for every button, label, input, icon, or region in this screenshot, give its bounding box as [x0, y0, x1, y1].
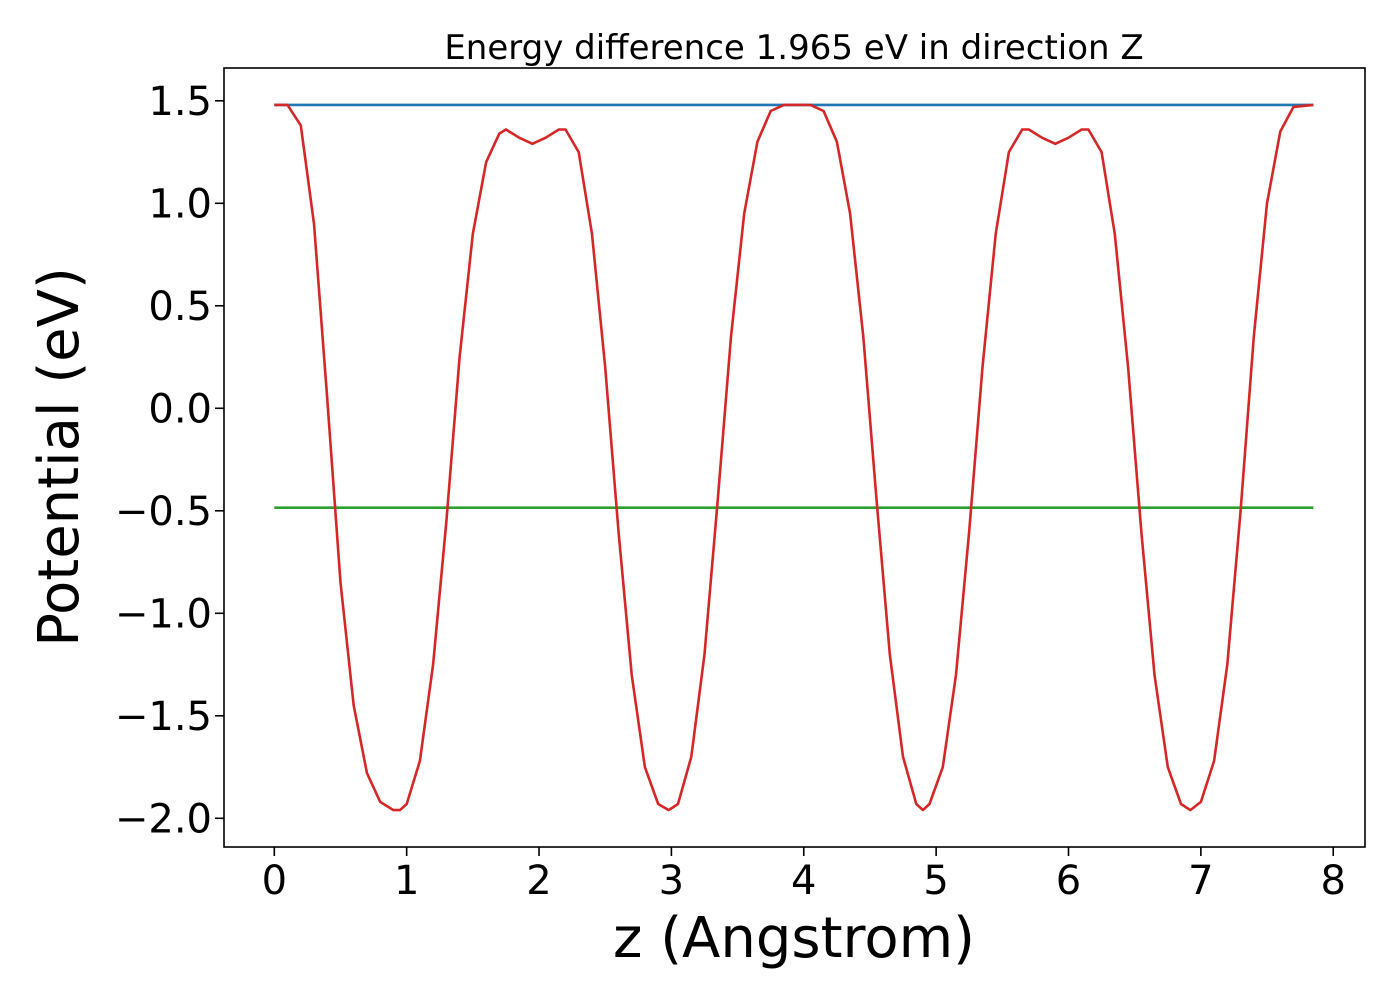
chart-title: Energy difference 1.965 eV in direction …	[444, 28, 1143, 68]
x-axis-label: z (Angstrom)	[613, 906, 975, 971]
y-tick-label: −1.5	[115, 694, 212, 740]
x-tick-label: 7	[1188, 858, 1213, 904]
y-tick-label: −2.0	[115, 796, 212, 842]
series-layer	[274, 103, 1314, 812]
x-tick-label: 4	[791, 858, 816, 904]
y-tick-label: 1.0	[148, 181, 212, 227]
x-tick-label: 6	[1056, 858, 1081, 904]
y-tick-label: 1.5	[148, 79, 212, 125]
x-tick-label: 1	[394, 858, 419, 904]
x-tick-label: 2	[526, 858, 551, 904]
y-tick-label: 0.0	[148, 386, 212, 432]
y-tick-label: −0.5	[115, 489, 212, 535]
y-tick-label: −1.0	[115, 591, 212, 637]
y-tick-label: 0.5	[148, 284, 212, 330]
x-tick-label: 0	[262, 858, 287, 904]
y-axis: −2.0 −1.5 −1.0 −0.5 0.0 0.5 1.0 1.5	[115, 79, 224, 842]
x-tick-label: 8	[1321, 858, 1346, 904]
x-axis: 0 1 2 3 4 5 6 7 8	[262, 847, 1346, 904]
x-tick-label: 3	[659, 858, 684, 904]
plot-frame	[223, 67, 1366, 848]
series-line-2	[274, 103, 1314, 812]
x-tick-label: 5	[923, 858, 948, 904]
y-axis-label: Potential (eV)	[27, 267, 92, 647]
